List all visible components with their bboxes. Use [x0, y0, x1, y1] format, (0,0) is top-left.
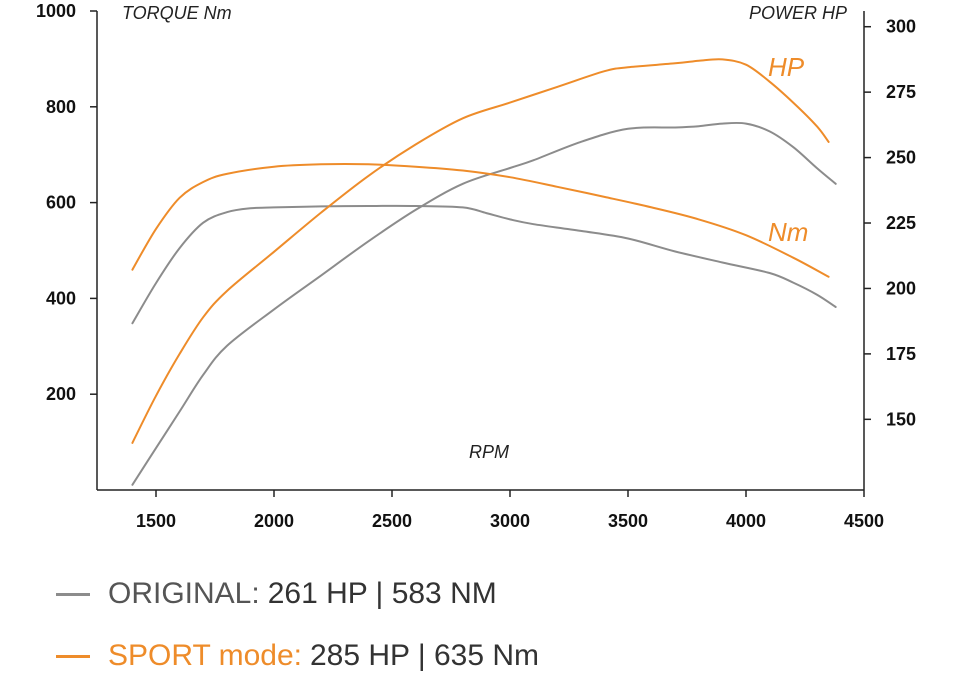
- legend-sport-value: 285 HP | 635 Nm: [309, 639, 540, 672]
- left-tick-label: 600: [46, 193, 76, 213]
- right-tick-label: 200: [886, 278, 916, 298]
- left-tick-label: 1000: [36, 1, 76, 21]
- x-tick-label: 2500: [372, 511, 412, 531]
- right-tick-label: 175: [886, 344, 916, 364]
- series-line-original-power: [131, 121, 837, 486]
- right-tick-label: 300: [886, 17, 916, 37]
- x-tick-label: 2000: [254, 511, 294, 531]
- left-tick-label: 200: [46, 384, 76, 404]
- right-tick-label: 275: [886, 82, 916, 102]
- legend-original-swatch: [56, 592, 90, 596]
- right-axis-title: POWER HP: [749, 3, 847, 23]
- axes: 200 400 600 800 1000 150 175 200 225 250 275 300 150…: [36, 1, 916, 531]
- legend-original: ORIGINAL: 261 HP | 583 NM: [56, 577, 497, 611]
- x-tick-label: 4500: [844, 511, 884, 531]
- x-tick-label: 3500: [608, 511, 648, 531]
- legend-sport: SPORT mode: 285 HP | 635 Nm: [56, 639, 539, 673]
- right-tick-label: 150: [886, 409, 916, 429]
- x-tick-label: 1500: [136, 511, 176, 531]
- left-tick-label: 800: [46, 97, 76, 117]
- series-line-sport-power: [131, 58, 830, 444]
- power-torque-chart: 200 400 600 800 1000 150 175 200 225 250 275 300 150…: [36, 1, 916, 531]
- series-line-original-torque: [131, 204, 837, 325]
- legend-original-value: 261 HP | 583 NM: [267, 577, 497, 610]
- hp-curve-label: HP: [768, 52, 805, 82]
- nm-curve-label: Nm: [768, 217, 808, 247]
- legend-sport-swatch: [56, 654, 90, 658]
- series-line-sport-torque: [131, 163, 830, 278]
- axis-titles: TORQUE Nm POWER HP RPM HP Nm: [122, 3, 847, 462]
- right-tick-label: 225: [886, 213, 916, 233]
- left-axis-title: TORQUE Nm: [122, 3, 232, 23]
- series-lines: [131, 58, 837, 486]
- right-tick-label: 250: [886, 148, 916, 168]
- x-tick-label: 3000: [490, 511, 530, 531]
- left-tick-label: 400: [46, 288, 76, 308]
- x-tick-label: 4000: [726, 511, 766, 531]
- legend-sport-label: SPORT mode:: [108, 639, 302, 672]
- x-axis-title: RPM: [469, 442, 509, 462]
- legend-original-label: ORIGINAL:: [108, 577, 260, 610]
